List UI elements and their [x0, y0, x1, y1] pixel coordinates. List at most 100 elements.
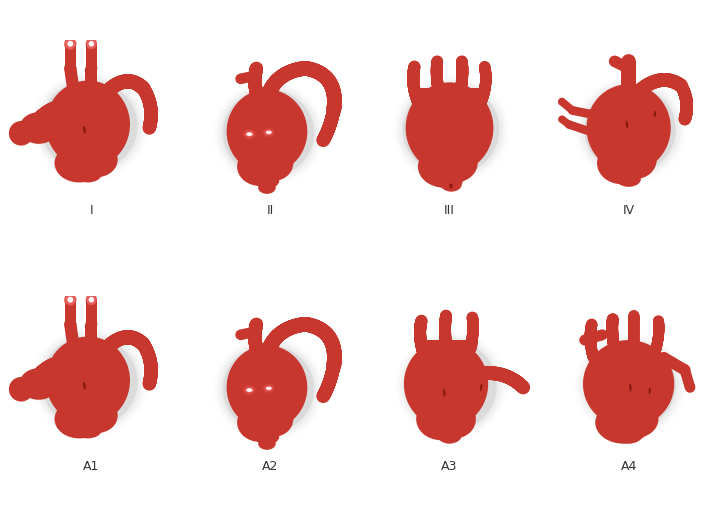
Circle shape [501, 370, 515, 384]
Bar [263, 88, 276, 95]
Circle shape [597, 329, 608, 340]
Circle shape [250, 87, 264, 100]
Circle shape [585, 323, 597, 334]
Ellipse shape [41, 336, 138, 428]
Bar [318, 134, 330, 141]
Bar [454, 90, 467, 93]
Circle shape [325, 111, 338, 124]
Circle shape [431, 70, 443, 81]
Circle shape [266, 333, 281, 348]
Bar [651, 346, 662, 349]
Bar [433, 88, 444, 90]
Circle shape [417, 345, 429, 357]
Circle shape [433, 86, 444, 97]
Circle shape [439, 317, 451, 329]
Circle shape [248, 335, 262, 349]
Circle shape [312, 65, 326, 80]
Circle shape [320, 125, 334, 138]
Bar [64, 355, 66, 372]
Bar [250, 68, 263, 72]
Circle shape [327, 88, 341, 102]
Bar [144, 116, 158, 117]
Circle shape [607, 316, 618, 327]
Circle shape [439, 328, 451, 339]
Bar [22, 382, 33, 393]
Bar [327, 111, 340, 114]
Bar [586, 348, 597, 351]
Bar [325, 374, 338, 378]
Circle shape [608, 337, 619, 349]
Circle shape [585, 325, 596, 336]
Bar [583, 330, 604, 345]
Circle shape [489, 367, 503, 380]
Circle shape [318, 386, 332, 399]
Circle shape [439, 317, 451, 329]
Bar [58, 356, 63, 372]
Circle shape [480, 75, 492, 86]
Circle shape [629, 330, 639, 341]
Bar [431, 60, 443, 62]
Circle shape [144, 371, 157, 384]
Circle shape [629, 334, 639, 345]
Circle shape [248, 76, 262, 89]
Bar [117, 76, 123, 90]
Ellipse shape [83, 382, 86, 390]
Circle shape [607, 331, 618, 343]
Circle shape [36, 108, 53, 124]
Bar [134, 334, 142, 347]
Circle shape [323, 76, 338, 91]
Bar [290, 319, 296, 334]
Bar [322, 383, 335, 389]
Circle shape [408, 63, 420, 75]
Bar [113, 334, 120, 347]
Bar [144, 122, 157, 125]
Bar [312, 63, 318, 78]
Circle shape [145, 109, 158, 122]
Circle shape [140, 89, 154, 102]
Circle shape [586, 346, 598, 357]
Circle shape [34, 366, 50, 382]
Bar [142, 351, 155, 356]
Circle shape [606, 323, 618, 335]
Circle shape [456, 68, 468, 80]
Bar [669, 74, 673, 88]
Circle shape [249, 339, 263, 352]
Circle shape [415, 339, 428, 351]
Circle shape [144, 359, 158, 372]
Circle shape [414, 330, 426, 342]
Circle shape [144, 358, 158, 372]
Circle shape [510, 375, 523, 389]
Circle shape [415, 336, 427, 348]
Circle shape [456, 63, 468, 75]
Circle shape [112, 76, 126, 91]
Circle shape [24, 376, 40, 391]
Circle shape [456, 67, 468, 78]
Circle shape [327, 98, 341, 112]
Circle shape [433, 87, 445, 99]
Circle shape [287, 63, 301, 78]
Bar [652, 75, 657, 89]
Circle shape [606, 323, 618, 334]
Circle shape [264, 81, 279, 95]
Bar [36, 368, 48, 380]
Circle shape [409, 87, 421, 98]
Bar [25, 379, 36, 390]
Bar [456, 84, 467, 86]
Circle shape [431, 55, 443, 67]
Circle shape [496, 368, 510, 382]
Bar [75, 102, 82, 118]
Circle shape [117, 75, 130, 89]
Circle shape [431, 62, 443, 74]
Circle shape [144, 355, 157, 369]
Circle shape [302, 62, 317, 76]
Bar [60, 355, 63, 372]
Bar [66, 355, 68, 372]
Circle shape [455, 82, 467, 94]
Circle shape [679, 111, 692, 123]
Circle shape [133, 334, 147, 349]
Bar [678, 91, 690, 96]
Bar [479, 89, 490, 91]
Circle shape [607, 333, 618, 345]
Circle shape [439, 321, 451, 332]
Circle shape [129, 332, 143, 346]
